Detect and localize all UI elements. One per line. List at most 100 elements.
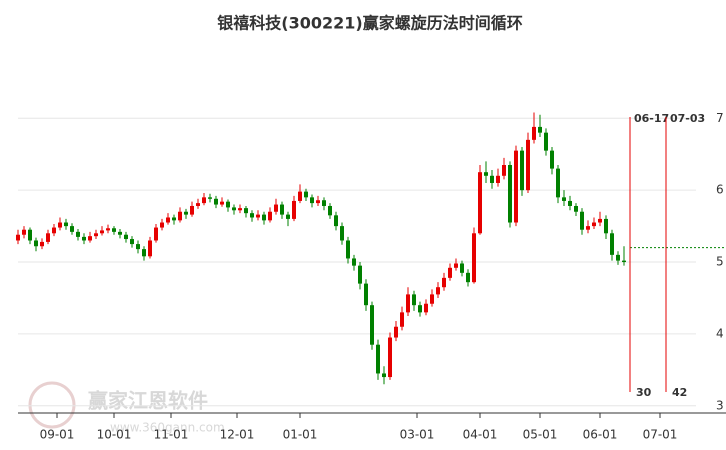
candle-body [364, 283, 368, 306]
candle-body [550, 150, 554, 169]
candle-body [562, 197, 566, 201]
candle-body [40, 241, 44, 247]
candle-body [442, 277, 446, 288]
chart-title: 银禧科技(300221)赢家螺旋历法时间循环 [217, 14, 522, 33]
candle-body [610, 233, 614, 255]
candle-body [136, 244, 140, 250]
candle-body [298, 191, 302, 201]
candle-body [112, 228, 116, 232]
candle-body [328, 205, 332, 216]
x-tick-label: 12-01 [220, 428, 255, 442]
candle-body [406, 294, 410, 313]
x-tick-label: 11-01 [154, 428, 189, 442]
x-tick-label: 06-01 [583, 428, 618, 442]
candle-body [202, 197, 206, 204]
candle-body [64, 222, 68, 227]
candle-body [58, 222, 62, 228]
candle-body [16, 234, 20, 241]
candle-body [544, 132, 548, 151]
watermark: 赢家江恩软件 [88, 389, 208, 413]
x-tick-label: 07-01 [643, 428, 678, 442]
candle-body [172, 217, 176, 221]
candle-body [76, 231, 80, 237]
candle-body [454, 263, 458, 268]
candle-body [520, 150, 524, 191]
candle-body [148, 240, 152, 257]
candle-body [346, 240, 350, 259]
candle-body [88, 236, 92, 241]
candle-body [316, 200, 320, 204]
candle-body [412, 294, 416, 306]
candle-body [598, 218, 602, 223]
candle-body [466, 272, 470, 283]
candle-body [154, 227, 158, 241]
candle-body [376, 344, 380, 374]
cycle-date: 06-17 [634, 112, 669, 125]
candle-body [238, 208, 242, 211]
candle-body [604, 218, 608, 234]
candle-body [508, 165, 512, 223]
y-tick-label: 6 [716, 183, 724, 197]
y-tick-label: 7 [716, 111, 724, 125]
candle-body [538, 126, 542, 133]
candle-body [100, 230, 104, 234]
candle-body [556, 168, 560, 198]
candle-body [160, 222, 164, 228]
candle-body [358, 265, 362, 284]
candle-body [220, 201, 224, 205]
candle-body [184, 211, 188, 215]
x-tick-label: 04-01 [463, 428, 498, 442]
cycle-count: 42 [672, 386, 687, 399]
candle-body [268, 211, 272, 221]
candle-body [256, 214, 260, 218]
cycle-date: 07-03 [670, 112, 705, 125]
candle-body [424, 303, 428, 313]
watermark-url: www.360gann.com [110, 421, 225, 435]
candle-body [496, 175, 500, 183]
candle-body [310, 197, 314, 204]
candle-body [400, 312, 404, 327]
candle-body [502, 165, 506, 176]
candle-body [532, 126, 536, 140]
candle-body [262, 214, 266, 221]
candle-body [52, 227, 56, 234]
candle-body [142, 249, 146, 257]
candle-body [460, 263, 464, 273]
candle-body [526, 139, 530, 191]
candle-body [568, 200, 572, 206]
candle-body [418, 305, 422, 313]
candle-body [448, 267, 452, 278]
candle-body [46, 233, 50, 242]
candle-body [274, 204, 278, 212]
y-tick-label: 3 [716, 398, 724, 412]
candle-body [190, 205, 194, 215]
candle-body [280, 204, 284, 215]
x-tick-label: 01-01 [283, 428, 318, 442]
candle-body [292, 200, 296, 219]
candle-body [226, 201, 230, 208]
candle-body [514, 150, 518, 223]
x-tick-label: 09-01 [40, 428, 75, 442]
candle-body [580, 211, 584, 230]
candle-body [118, 231, 122, 235]
candle-body [22, 229, 26, 235]
candle-body [178, 211, 182, 221]
y-tick-label: 4 [716, 326, 724, 340]
candle-body [388, 337, 392, 378]
candle-body [394, 326, 398, 338]
candle-body [244, 208, 248, 214]
watermark-logo [28, 381, 76, 429]
candle-body [124, 234, 128, 240]
x-tick-label: 05-01 [523, 428, 558, 442]
candle-body [430, 294, 434, 304]
candle-body [166, 217, 170, 223]
candle-body [472, 233, 476, 283]
candle-body [94, 233, 98, 237]
candle-body [208, 197, 212, 199]
candle-body [70, 226, 74, 232]
candle-body [622, 260, 626, 263]
candle-body [436, 287, 440, 295]
candle-body [334, 215, 338, 227]
candle-body [340, 226, 344, 241]
